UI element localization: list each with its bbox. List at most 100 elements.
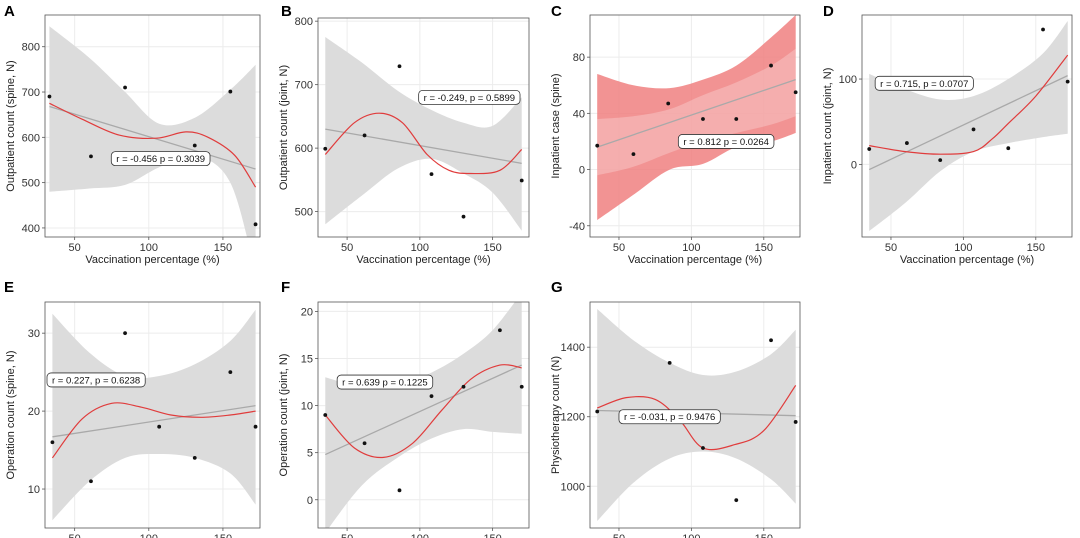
x-tick-label: 100 [411, 242, 429, 254]
data-point [123, 331, 127, 336]
data-point [429, 394, 434, 399]
data-point [1041, 27, 1045, 32]
y-tick-label: 40 [573, 108, 585, 120]
y-axis-title: Inpatient case (spine) [550, 73, 562, 178]
y-tick-label: 80 [573, 52, 585, 64]
y-axis-title: Operation count (spine, N) [5, 350, 17, 479]
plot-frame [44, 14, 261, 238]
smooth-curve [49, 102, 257, 188]
annotation-text: r = -0.031, p = 0.9476 [624, 412, 715, 423]
x-tick-label: 50 [613, 533, 625, 538]
annotation-box [46, 372, 146, 388]
data-point [362, 133, 367, 138]
linear-fit-line [597, 79, 796, 148]
x-tick-label: 50 [69, 533, 81, 538]
smooth-curve [869, 54, 1069, 155]
x-axis-title: Vaccination percentage (%) [356, 254, 490, 266]
data-point [497, 328, 502, 333]
y-tick-label: 800 [22, 42, 40, 54]
x-axis-title: Vaccination percentage (%) [85, 254, 219, 266]
panel-letter-g: G [551, 279, 563, 296]
x-tick-label: 150 [483, 242, 501, 254]
annotation-box [336, 374, 434, 390]
x-tick-label: 150 [755, 533, 773, 538]
data-point [253, 222, 258, 227]
data-point [769, 338, 773, 343]
annotation-text: r = 0.812 p = 0.0264 [683, 137, 769, 148]
linear-fit-line [868, 75, 1068, 171]
data-point [50, 440, 55, 445]
data-point [1065, 79, 1070, 84]
plot-area [590, 15, 800, 237]
annotation-text: r = -0.456 p = 0.3039 [116, 154, 205, 165]
annotation-box [418, 89, 521, 105]
plot-frame [589, 301, 801, 529]
y-tick-label: 20 [28, 406, 40, 418]
linear-fit-line [52, 405, 256, 438]
y-tick-label: 15 [301, 354, 313, 366]
confidence-band [325, 37, 522, 231]
x-tick-label: 150 [214, 242, 232, 254]
y-tick-label: 0 [579, 165, 585, 177]
data-point [595, 143, 600, 148]
y-axis-title: Operation count (joint, N) [278, 354, 290, 477]
annotation-text: r = 0.227, p = 0.6238 [52, 375, 140, 386]
panel-letter-c: C [551, 3, 562, 20]
y-tick-label: 500 [22, 178, 40, 190]
smooth-curve [596, 385, 797, 451]
y-tick-label: 1200 [561, 412, 585, 424]
y-tick-label: 10 [28, 484, 40, 496]
x-tick-label: 150 [483, 533, 501, 538]
plot-frame [44, 301, 261, 529]
x-tick-label: 150 [755, 242, 773, 254]
x-tick-label: 100 [954, 242, 972, 254]
data-point [701, 117, 705, 121]
data-point [519, 178, 524, 183]
confidence-band [49, 26, 256, 237]
x-tick-label: 100 [682, 242, 700, 254]
data-point [734, 117, 739, 121]
annotation-text: r = 0.639 p = 0.1225 [342, 378, 428, 389]
data-point [769, 63, 773, 68]
y-axis-title: Outpatient count (spine, N) [5, 60, 17, 191]
annotation-box [677, 134, 775, 149]
smooth-curve [324, 112, 523, 175]
data-point [123, 85, 127, 90]
linear-fit-line [325, 128, 522, 165]
correlation-annotation: r = -0.249, p = 0.5899 [418, 89, 521, 105]
data-point [397, 488, 402, 493]
annotation-text: r = 0.715, p = 0.0707 [880, 79, 968, 90]
y-axis-title: Outpatient count (joint, N) [278, 65, 290, 190]
data-point [89, 479, 93, 484]
data-point [461, 214, 466, 219]
data-point [192, 143, 197, 148]
annotation-box [618, 409, 721, 425]
y-tick-label: 400 [22, 223, 40, 235]
plot-frame [317, 301, 530, 529]
x-tick-label: 50 [69, 242, 81, 254]
plot-frame [861, 14, 1073, 238]
smooth-curve [51, 402, 256, 459]
annotation-box [110, 151, 211, 167]
x-tick-label: 50 [341, 533, 353, 538]
plot-area [318, 302, 529, 528]
data-point [157, 424, 162, 429]
data-point [397, 64, 402, 69]
data-point [904, 141, 909, 145]
data-point [971, 127, 976, 132]
data-point [734, 498, 739, 503]
data-point [793, 90, 798, 95]
data-point [192, 455, 197, 460]
data-point [89, 154, 93, 159]
x-tick-label: 100 [682, 533, 700, 538]
confidence-band [52, 309, 256, 521]
data-point [666, 101, 671, 106]
panel-e: E50100150102030Vaccination percentage (%… [4, 279, 261, 538]
correlation-annotation: r = -0.031, p = 0.9476 [618, 409, 721, 425]
panel-letter-e: E [4, 279, 14, 296]
panel-f: F5010015005101520Vaccination percentage … [278, 279, 530, 538]
data-point [631, 152, 636, 157]
y-tick-label: 700 [22, 87, 40, 99]
y-tick-label: 100 [839, 74, 857, 86]
confidence-band [869, 21, 1068, 231]
